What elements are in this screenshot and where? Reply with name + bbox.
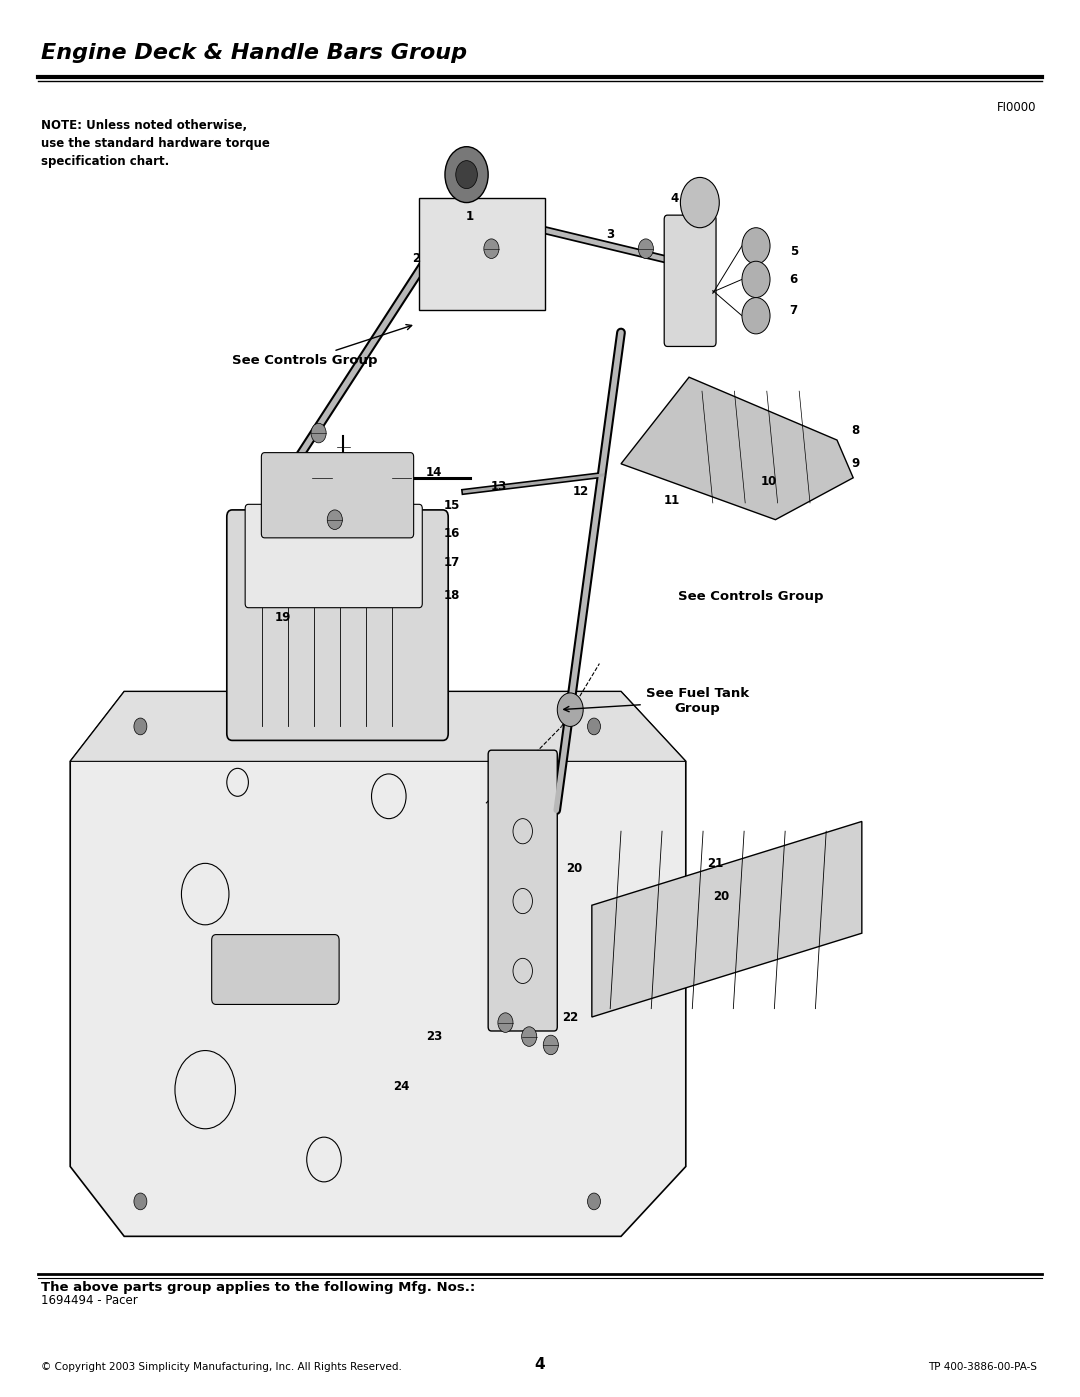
Text: 24: 24 [393,1080,410,1094]
Polygon shape [621,377,853,520]
Circle shape [588,1193,600,1210]
Polygon shape [70,692,686,761]
Text: 8: 8 [851,423,860,437]
Text: 15: 15 [443,499,460,513]
Text: See Controls Group: See Controls Group [232,324,411,367]
Circle shape [134,1193,147,1210]
Polygon shape [592,821,862,1017]
Text: 10: 10 [760,475,778,489]
Text: 22: 22 [562,1010,579,1024]
Text: 20: 20 [713,890,730,904]
Text: 1: 1 [465,210,474,224]
Circle shape [484,239,499,258]
Text: 4: 4 [535,1356,545,1372]
Text: 2: 2 [411,251,420,265]
Text: 6: 6 [789,272,798,286]
Text: 5: 5 [789,244,798,258]
Text: 7: 7 [789,303,798,317]
Circle shape [543,1035,558,1055]
Circle shape [680,177,719,228]
Text: 17: 17 [443,556,460,570]
Circle shape [557,693,583,726]
Text: See Controls Group: See Controls Group [678,590,824,602]
Circle shape [522,1027,537,1046]
Circle shape [742,261,770,298]
Text: TP 400-3886-00-PA-S: TP 400-3886-00-PA-S [928,1362,1037,1372]
Circle shape [742,298,770,334]
Circle shape [134,718,147,735]
Text: 13: 13 [490,479,508,493]
Text: 18: 18 [443,588,460,602]
Circle shape [588,718,600,735]
Circle shape [311,423,326,443]
FancyBboxPatch shape [227,510,448,740]
FancyBboxPatch shape [664,215,716,346]
Circle shape [445,147,488,203]
Text: 12: 12 [572,485,590,499]
Text: 11: 11 [663,493,680,507]
FancyBboxPatch shape [488,750,557,1031]
Circle shape [327,510,342,529]
Text: 20: 20 [566,862,583,876]
Polygon shape [70,692,686,1236]
Text: 23: 23 [426,1030,443,1044]
Text: NOTE: Unless noted otherwise,
use the standard hardware torque
specification cha: NOTE: Unless noted otherwise, use the st… [41,119,270,168]
Circle shape [742,228,770,264]
Text: 1694494 - Pacer: 1694494 - Pacer [41,1294,138,1306]
Text: 21: 21 [706,856,724,870]
Text: 16: 16 [443,527,460,541]
Circle shape [312,465,332,490]
Text: The above parts group applies to the following Mfg. Nos.:: The above parts group applies to the fol… [41,1281,475,1294]
Circle shape [638,239,653,258]
Text: FI0000: FI0000 [997,101,1037,113]
Text: See Fuel Tank
Group: See Fuel Tank Group [564,687,748,715]
Circle shape [392,465,411,490]
Text: 3: 3 [606,228,615,242]
Text: 19: 19 [274,610,292,624]
Text: © Copyright 2003 Simplicity Manufacturing, Inc. All Rights Reserved.: © Copyright 2003 Simplicity Manufacturin… [41,1362,402,1372]
Text: 14: 14 [426,465,443,479]
FancyBboxPatch shape [212,935,339,1004]
Text: Engine Deck & Handle Bars Group: Engine Deck & Handle Bars Group [41,43,467,63]
Circle shape [498,1013,513,1032]
FancyBboxPatch shape [261,453,414,538]
Polygon shape [419,198,545,310]
Text: 9: 9 [851,457,860,471]
Circle shape [456,161,477,189]
Text: 4: 4 [671,191,679,205]
FancyBboxPatch shape [245,504,422,608]
